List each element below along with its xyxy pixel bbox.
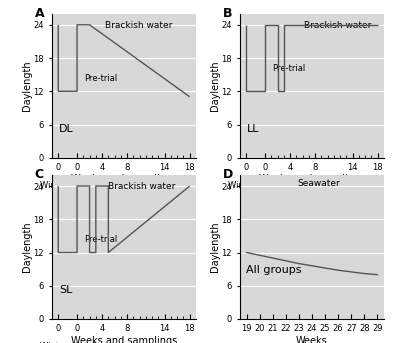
Y-axis label: Daylength: Daylength	[210, 222, 220, 272]
Text: Brackish water: Brackish water	[108, 182, 175, 191]
Text: DL: DL	[59, 124, 74, 134]
Y-axis label: Daylength: Daylength	[22, 222, 32, 272]
Y-axis label: Daylength: Daylength	[210, 60, 220, 111]
Text: Brackish water: Brackish water	[105, 21, 172, 30]
X-axis label: Weeks: Weeks	[296, 336, 328, 343]
Text: Winter signal: Winter signal	[228, 181, 284, 190]
Text: Pre-trial: Pre-trial	[84, 74, 117, 83]
X-axis label: Weeks and samplings: Weeks and samplings	[71, 175, 177, 185]
Text: All groups: All groups	[246, 265, 301, 275]
Text: LL: LL	[247, 124, 260, 134]
Text: Winter signal: Winter signal	[40, 181, 96, 190]
Text: A: A	[35, 7, 44, 20]
Text: SL: SL	[59, 285, 72, 295]
Text: B: B	[223, 7, 232, 20]
Text: C: C	[35, 168, 44, 181]
Text: Winter signal: Winter signal	[40, 342, 96, 343]
X-axis label: Weeks and samplings: Weeks and samplings	[71, 336, 177, 343]
Text: Pre-trial: Pre-trial	[84, 235, 117, 244]
Text: D: D	[223, 168, 233, 181]
X-axis label: Weeks and samplings: Weeks and samplings	[259, 175, 365, 185]
Text: Seawater: Seawater	[298, 179, 340, 188]
Text: Brackish water: Brackish water	[304, 21, 372, 30]
Y-axis label: Daylength: Daylength	[22, 60, 32, 111]
Text: Pre-trial: Pre-trial	[272, 64, 305, 73]
